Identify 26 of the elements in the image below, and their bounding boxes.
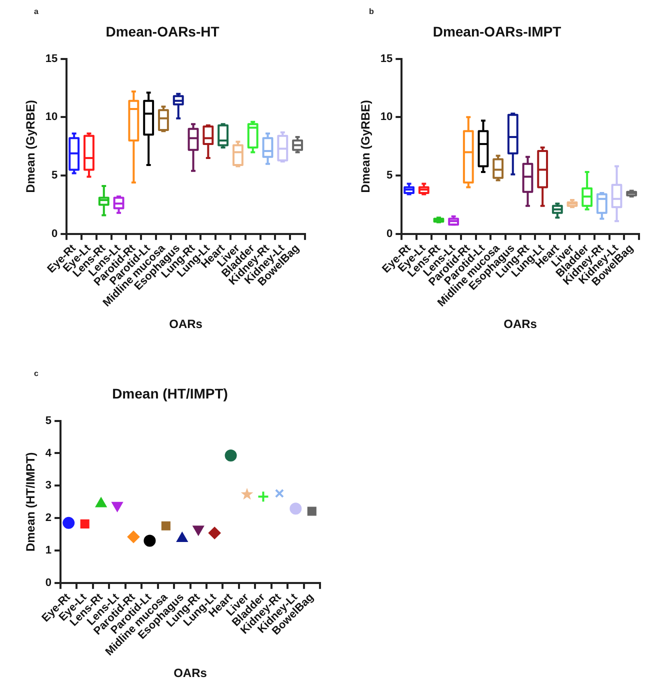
text: b bbox=[369, 7, 374, 16]
text: c bbox=[34, 369, 39, 378]
y-axis-title: Dmean (GyRBE) bbox=[24, 100, 38, 193]
chart-title: Dmean-OARs-HT bbox=[106, 23, 220, 40]
y-tick-label: 3 bbox=[45, 480, 52, 492]
y-tick-label: 5 bbox=[386, 170, 393, 182]
y-tick-label: 10 bbox=[380, 111, 393, 124]
y-tick-label: 0 bbox=[45, 576, 52, 589]
x-axis-title: OARs bbox=[174, 666, 208, 680]
x-axis-title: OARs bbox=[169, 317, 203, 332]
y-tick-label: 5 bbox=[52, 170, 58, 182]
y-tick-label: 0 bbox=[52, 228, 58, 240]
y-tick-label: 1 bbox=[45, 544, 52, 557]
y-tick-label: 10 bbox=[45, 111, 58, 124]
chart-title: Dmean-OARs-IMPT bbox=[432, 23, 562, 40]
y-tick-label: 5 bbox=[45, 414, 52, 427]
y-tick-label: 15 bbox=[380, 52, 393, 65]
y-tick-label: 0 bbox=[386, 228, 393, 240]
y-tick-label: 4 bbox=[45, 447, 52, 460]
x-axis-title: OARs bbox=[504, 317, 538, 332]
text: a bbox=[34, 7, 39, 16]
chart-title: Dmean (HT/IMPT) bbox=[112, 385, 228, 402]
y-tick-label: 2 bbox=[45, 512, 52, 524]
y-axis-title: Dmean (GyRBE) bbox=[358, 100, 373, 193]
y-tick-label: 15 bbox=[45, 52, 58, 65]
y-axis-title: Dmean (HT/IMPT) bbox=[24, 452, 38, 552]
